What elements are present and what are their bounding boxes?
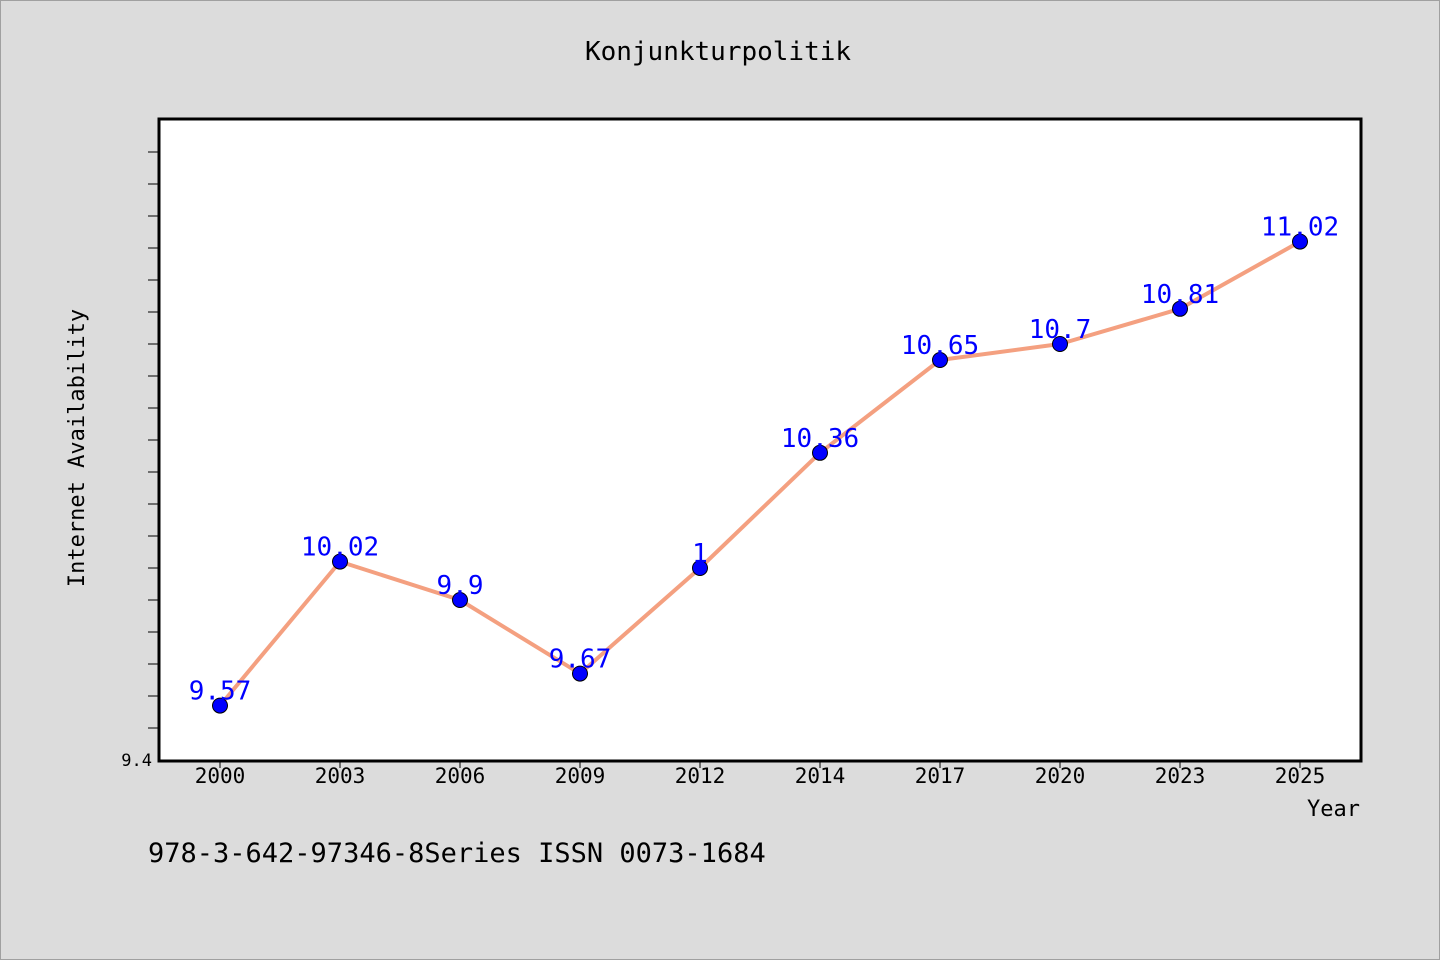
data-labels: 9.57 10.02 9.9 9.67 1 10.36 10.65 10.7 10.81 11.0… — [189, 213, 1339, 707]
data-point-marker — [212, 697, 228, 714]
data-label: 10.36 — [781, 424, 859, 454]
plot-area — [157, 117, 1363, 763]
x-tick-label: 2003 — [315, 764, 366, 788]
x-tick-label: 2023 — [1155, 764, 1206, 788]
data-point-marker — [692, 560, 708, 576]
series-line — [218, 239, 1302, 708]
data-point-marker — [1292, 233, 1308, 250]
series-line-group — [218, 239, 1302, 708]
x-axis-label: Year — [1307, 797, 1360, 822]
data-label: 9.9 — [437, 571, 484, 601]
data-point-marker — [1172, 300, 1188, 317]
x-tick-label: 2012 — [675, 764, 726, 788]
x-tick-label: 2025 — [1275, 764, 1326, 788]
footer-text: 978-3-642-97346-8Series ISSN 0073-1684 — [148, 838, 766, 869]
data-point-marker — [812, 444, 828, 461]
data-label: 10.7 — [1029, 315, 1092, 345]
data-label: 11.02 — [1261, 213, 1339, 243]
data-point-marker — [452, 592, 468, 608]
data-label: 10.02 — [301, 533, 379, 563]
data-label: 10.81 — [1141, 280, 1219, 310]
data-markers — [212, 233, 1308, 714]
data-label: 1 — [692, 539, 708, 569]
data-point-marker — [932, 352, 948, 368]
data-point-marker — [572, 665, 588, 682]
y-axis-label: Internet Availability — [65, 309, 90, 587]
x-tick-label: 2000 — [195, 764, 246, 788]
x-tick-label: 2020 — [1035, 764, 1086, 788]
x-tick-label: 2009 — [555, 764, 606, 788]
chart-title: Konjunkturpolitik — [585, 37, 851, 67]
data-point-marker — [1052, 336, 1068, 352]
x-tick-label: 2006 — [435, 764, 486, 788]
y-tick-label-min: 9.4 — [121, 751, 152, 771]
x-tick-label: 2014 — [795, 764, 846, 788]
y-axis-ticks — [148, 151, 159, 729]
data-label: 9.67 — [549, 645, 612, 675]
x-tick-label: 2017 — [915, 764, 966, 788]
data-label: 10.65 — [901, 331, 979, 361]
data-point-marker — [332, 553, 348, 570]
x-axis-ticks: 2000 2003 2006 2009 2012 2014 2017 2020 2023 2025 — [195, 760, 1326, 788]
data-label: 9.57 — [189, 677, 252, 707]
